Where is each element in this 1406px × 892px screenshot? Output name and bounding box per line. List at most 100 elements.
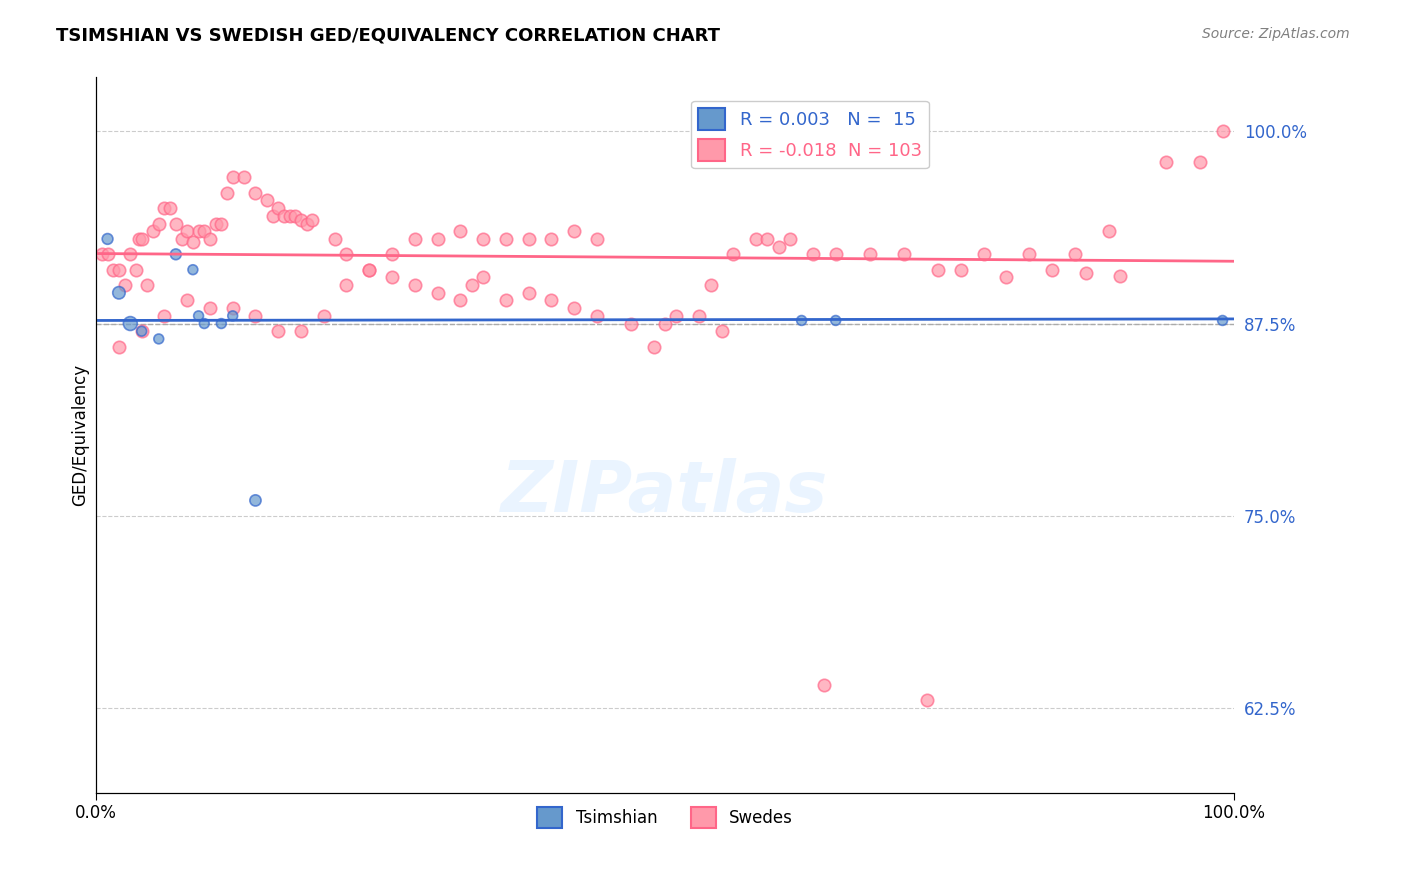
Point	[176, 224, 198, 238]
Point	[131, 232, 153, 246]
Point	[654, 317, 676, 331]
Point	[460, 278, 482, 293]
Point	[159, 201, 181, 215]
Point	[148, 217, 170, 231]
Point	[245, 309, 267, 323]
Point	[245, 493, 267, 508]
Point	[756, 232, 779, 246]
Point	[1154, 155, 1177, 169]
Point	[1212, 313, 1234, 327]
Point	[97, 247, 120, 261]
Point	[1188, 155, 1211, 169]
Point	[131, 324, 153, 338]
Point	[233, 170, 256, 185]
Point	[120, 317, 142, 331]
Point	[665, 309, 688, 323]
Point	[278, 209, 301, 223]
Point	[114, 278, 136, 293]
Point	[745, 232, 768, 246]
Point	[284, 209, 307, 223]
Point	[97, 232, 120, 246]
Point	[517, 285, 540, 300]
Point	[256, 194, 278, 208]
Point	[472, 232, 495, 246]
Legend: Tsimshian, Swedes: Tsimshian, Swedes	[530, 801, 800, 834]
Point	[142, 224, 165, 238]
Point	[290, 213, 312, 227]
Point	[165, 247, 187, 261]
Point	[768, 239, 790, 253]
Point	[404, 278, 426, 293]
Point	[1063, 247, 1085, 261]
Point	[103, 262, 125, 277]
Point	[153, 309, 176, 323]
Point	[426, 232, 449, 246]
Point	[927, 262, 949, 277]
Point	[359, 262, 381, 277]
Point	[128, 232, 150, 246]
Point	[449, 293, 471, 308]
Point	[643, 340, 665, 354]
Point	[295, 217, 318, 231]
Point	[301, 213, 323, 227]
Point	[170, 232, 193, 246]
Point	[723, 247, 745, 261]
Point	[495, 293, 517, 308]
Point	[131, 324, 153, 338]
Point	[312, 309, 335, 323]
Point	[193, 224, 215, 238]
Point	[153, 201, 176, 215]
Point	[108, 340, 131, 354]
Point	[585, 232, 607, 246]
Point	[915, 693, 938, 707]
Point	[193, 317, 215, 331]
Point	[562, 224, 585, 238]
Point	[813, 678, 835, 692]
Point	[148, 332, 170, 346]
Point	[198, 301, 221, 315]
Point	[108, 285, 131, 300]
Point	[181, 262, 204, 277]
Point	[125, 262, 148, 277]
Point	[1074, 266, 1097, 280]
Point	[472, 270, 495, 285]
Point	[204, 217, 226, 231]
Point	[426, 285, 449, 300]
Point	[562, 301, 585, 315]
Point	[136, 278, 159, 293]
Point	[90, 247, 112, 261]
Point	[359, 262, 381, 277]
Point	[267, 201, 290, 215]
Point	[995, 270, 1018, 285]
Text: TSIMSHIAN VS SWEDISH GED/EQUIVALENCY CORRELATION CHART: TSIMSHIAN VS SWEDISH GED/EQUIVALENCY COR…	[56, 27, 720, 45]
Point	[1040, 262, 1063, 277]
Point	[165, 217, 187, 231]
Text: ZIPatlas: ZIPatlas	[502, 458, 828, 527]
Point	[893, 247, 915, 261]
Point	[859, 247, 882, 261]
Y-axis label: GED/Equivalency: GED/Equivalency	[72, 364, 89, 506]
Point	[187, 224, 209, 238]
Point	[222, 309, 245, 323]
Point	[323, 232, 346, 246]
Point	[335, 278, 357, 293]
Point	[209, 217, 232, 231]
Point	[824, 247, 846, 261]
Point	[688, 309, 710, 323]
Point	[404, 232, 426, 246]
Point	[449, 224, 471, 238]
Point	[290, 324, 312, 338]
Point	[973, 247, 995, 261]
Point	[262, 209, 284, 223]
Point	[222, 301, 245, 315]
Point	[198, 232, 221, 246]
Point	[267, 324, 290, 338]
Point	[620, 317, 643, 331]
Point	[187, 309, 209, 323]
Point	[949, 262, 972, 277]
Point	[176, 293, 198, 308]
Point	[181, 235, 204, 249]
Point	[495, 232, 517, 246]
Point	[1098, 224, 1121, 238]
Point	[710, 324, 733, 338]
